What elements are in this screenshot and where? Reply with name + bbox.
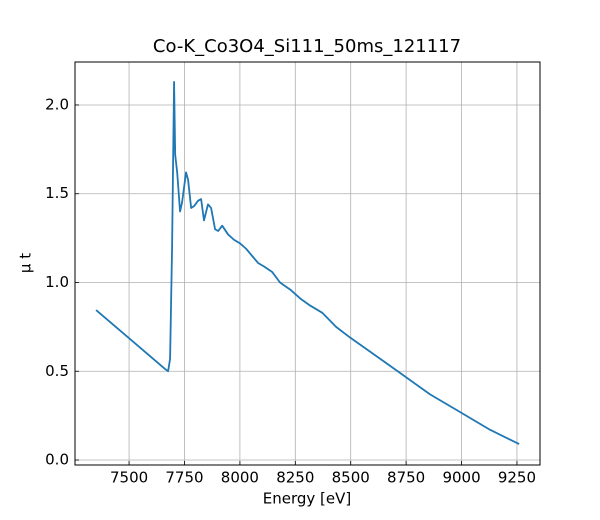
x-tick-label: 8250 (276, 469, 314, 487)
chart-title: Co-K_Co3O4_Si111_50ms_121117 (153, 36, 461, 57)
y-tick-label: 1.0 (45, 273, 69, 291)
x-tick-label: 8750 (387, 469, 425, 487)
x-tick-label: 7500 (110, 469, 148, 487)
y-tick-label: 2.0 (45, 95, 69, 113)
y-axis-label: μ t (17, 253, 35, 273)
x-tick-label: 7750 (165, 469, 203, 487)
x-tick-label: 8500 (332, 469, 370, 487)
data-line (95, 80, 520, 445)
x-axis-label: Energy [eV] (263, 490, 351, 508)
x-tick-label: 9000 (442, 469, 480, 487)
y-tick-label: 1.5 (45, 184, 69, 202)
y-tick-label: 0.5 (45, 362, 69, 380)
plot-frame (74, 61, 541, 466)
y-tick-label: 0.0 (45, 451, 69, 469)
x-tick-label: 9250 (498, 469, 536, 487)
x-tick-label: 8000 (221, 469, 259, 487)
